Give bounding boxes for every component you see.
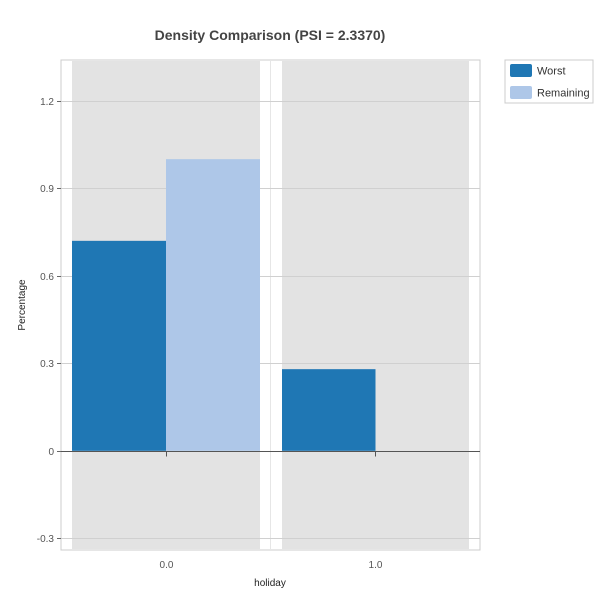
y-axis-label: Percentage	[17, 279, 28, 331]
chart-title: Density Comparison (PSI = 2.3370)	[155, 27, 386, 43]
bar-remaining-0-0	[166, 159, 260, 451]
y-axis-ticks: -0.3 0 0.3 0.6 0.9 1.2	[37, 97, 61, 545]
x-axis-ticks: 0.0 1.0	[160, 451, 383, 571]
bar-worst-0-0	[72, 240, 166, 451]
x-tick-label: 1.0	[369, 560, 383, 571]
bars	[72, 159, 376, 451]
legend[interactable]: Worst Remaining	[504, 59, 594, 104]
legend-swatch-worst[interactable]	[510, 64, 532, 77]
x-tick-label: 0.0	[160, 560, 174, 571]
x-axis-label: holiday	[254, 578, 286, 589]
y-tick-label: 0	[48, 447, 54, 458]
y-tick-label: -0.3	[37, 534, 55, 545]
legend-label-worst[interactable]: Worst	[537, 66, 566, 78]
bar-worst-1-0	[282, 369, 376, 451]
category-panel-1-0	[282, 61, 469, 549]
y-tick-label: 0.9	[40, 184, 54, 195]
legend-swatch-remaining[interactable]	[510, 86, 532, 99]
y-tick-label: 1.2	[40, 97, 54, 108]
y-tick-label: 0.3	[40, 359, 54, 370]
y-tick-label: 0.6	[40, 272, 54, 283]
legend-label-remaining[interactable]: Remaining	[537, 88, 590, 100]
